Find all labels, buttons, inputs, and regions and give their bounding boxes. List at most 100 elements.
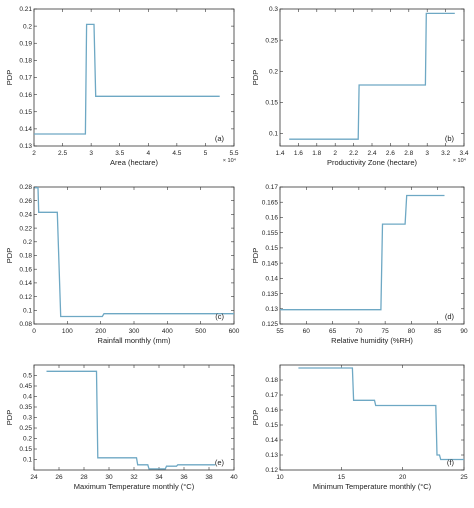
y-tick-label: 0.17 — [265, 392, 278, 399]
y-axis-label: PDP — [251, 70, 260, 85]
chart-panel: 10 15 20 25 0.12 0.13 0.14 0.15 0.16 0.17 0.18 (f) M… — [251, 364, 468, 491]
y-tick-label: 0.1 — [23, 457, 32, 464]
series-line — [46, 370, 216, 470]
series-line — [34, 187, 234, 318]
series-line — [34, 23, 220, 135]
y-tick-label: 0.3 — [23, 415, 32, 422]
y-tick-label: 0.13 — [265, 306, 278, 313]
y-tick-label: 0.16 — [265, 407, 278, 414]
y-tick-label: 0.2 — [23, 436, 32, 443]
x-axis-label: Productivity Zone (hectare) — [327, 158, 418, 167]
y-tick-label: 0.18 — [19, 253, 32, 260]
x-tick-label: 3.2 — [441, 150, 450, 157]
plot-frame — [279, 8, 465, 147]
y-tick-label: 0.15 — [265, 100, 278, 107]
y-tick-label: 0.155 — [262, 230, 279, 237]
x-tick-label: 80 — [408, 328, 416, 335]
x-tick-label: 5.5 — [229, 150, 238, 157]
y-tick-label: 0.17 — [265, 184, 278, 191]
y-axis-label: PDP — [5, 248, 14, 263]
y-tick-label: 0.4 — [23, 394, 32, 401]
x-tick-label: 0 — [32, 328, 36, 335]
y-tick-label: 0.45 — [19, 383, 32, 390]
x-axis-label: Relative humidity (%RH) — [331, 336, 413, 345]
y-tick-label: 0.15 — [19, 446, 32, 453]
y-axis-label: PDP — [5, 410, 14, 425]
x-tick-label: 36 — [180, 474, 188, 481]
y-tick-label: 0.13 — [265, 452, 278, 459]
plot-frame — [33, 186, 235, 325]
x-axis-label: Minimum Temperature monthly (°C) — [313, 482, 432, 491]
x-axis-label: Rainfall monthly (mm) — [98, 336, 171, 345]
y-tick-label: 0.16 — [265, 215, 278, 222]
x-axis-label: Maximum Temperature monthly (°C) — [74, 482, 195, 491]
y-tick-label: 0.14 — [19, 126, 32, 133]
x-tick-label: 32 — [130, 474, 138, 481]
x-tick-label: 400 — [162, 328, 173, 335]
x-tick-label: 1.8 — [312, 150, 321, 157]
chart-panel: 2 2.5 3 3.5 4 4.5 5 5.5 0.13 0.14 0.15 0.16 0.17 0.18… — [5, 6, 239, 167]
series-line — [289, 12, 455, 140]
y-tick-label: 0.15 — [265, 245, 278, 252]
x-tick-label: 90 — [460, 328, 468, 335]
x-tick-label: 2 — [333, 150, 337, 157]
x-tick-label: 2.4 — [367, 150, 376, 157]
x-tick-label: 28 — [80, 474, 88, 481]
y-axis-label: PDP — [5, 70, 14, 85]
y-axis-label: PDP — [251, 248, 260, 263]
x-tick-label: 600 — [229, 328, 240, 335]
x-tick-label: 85 — [434, 328, 442, 335]
x-tick-label: 200 — [95, 328, 106, 335]
plot-frame — [279, 186, 465, 325]
x-multiplier-label: × 10⁴ — [453, 157, 467, 164]
chart-panel: 0 100 200 300 400 500 600 0.08 0.1 0.12 0.14 0.16 0.… — [5, 184, 240, 345]
y-tick-label: 0.25 — [265, 37, 278, 44]
x-tick-label: 75 — [382, 328, 390, 335]
x-tick-label: 10 — [276, 474, 284, 481]
y-tick-label: 0.1 — [269, 131, 278, 138]
series-line — [298, 367, 464, 461]
x-tick-label: 4 — [146, 150, 150, 157]
y-tick-label: 0.165 — [262, 199, 279, 206]
x-tick-label: 65 — [329, 328, 337, 335]
y-tick-label: 0.2 — [23, 23, 32, 30]
x-tick-label: 3.4 — [459, 150, 468, 157]
y-axis-label: PDP — [251, 410, 260, 425]
chart-panel: 24 26 28 30 32 34 36 38 40 0.1 0.15 0.2 0.25 0.3 0.35 0… — [5, 364, 238, 491]
panel-label: (f) — [447, 458, 455, 467]
y-tick-label: 0.14 — [19, 280, 32, 287]
x-tick-label: 34 — [155, 474, 163, 481]
x-tick-label: 3.5 — [115, 150, 124, 157]
y-tick-label: 0.25 — [19, 425, 32, 432]
y-tick-label: 0.14 — [265, 276, 278, 283]
x-tick-label: 38 — [205, 474, 213, 481]
y-tick-label: 0.13 — [19, 143, 32, 150]
panel-label: (a) — [215, 134, 225, 143]
x-tick-label: 26 — [55, 474, 63, 481]
y-tick-label: 0.35 — [19, 404, 32, 411]
y-tick-label: 0.17 — [19, 75, 32, 82]
x-tick-label: 2.6 — [386, 150, 395, 157]
y-tick-label: 0.22 — [19, 225, 32, 232]
x-tick-label: 2 — [32, 150, 36, 157]
panel-label: (d) — [445, 312, 455, 321]
plot-frame — [279, 364, 465, 471]
x-tick-label: 3 — [425, 150, 429, 157]
y-tick-label: 0.12 — [19, 294, 32, 301]
y-tick-label: 0.3 — [269, 6, 278, 13]
x-tick-label: 40 — [230, 474, 238, 481]
x-tick-label: 2.5 — [58, 150, 67, 157]
x-tick-label: 5 — [204, 150, 208, 157]
x-tick-label: 24 — [30, 474, 38, 481]
y-tick-label: 0.12 — [265, 467, 278, 474]
x-tick-label: 2.8 — [404, 150, 413, 157]
x-tick-label: 2.2 — [349, 150, 358, 157]
series-line — [280, 194, 445, 311]
x-tick-label: 500 — [195, 328, 206, 335]
x-tick-label: 60 — [303, 328, 311, 335]
panel-label: (b) — [445, 134, 455, 143]
y-tick-label: 0.125 — [262, 321, 279, 328]
y-tick-label: 0.5 — [23, 373, 32, 380]
y-tick-label: 0.2 — [269, 68, 278, 75]
